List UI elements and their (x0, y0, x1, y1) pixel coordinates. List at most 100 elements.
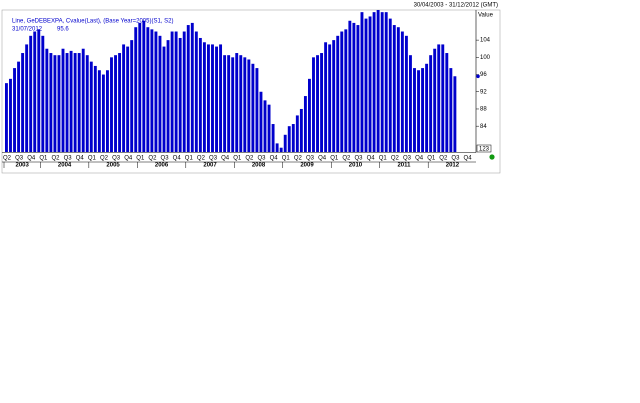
y-tick-label: 92 (480, 89, 487, 95)
bar (328, 44, 332, 153)
x-tick-label: Q4 (76, 156, 85, 162)
bar (388, 18, 392, 152)
last-value-marker (476, 74, 480, 79)
x-tick-label: Q1 (330, 156, 339, 162)
bar (303, 96, 307, 152)
x-tick-label: Q2 (439, 156, 448, 162)
bar (194, 31, 198, 152)
bar (53, 55, 57, 152)
bar (41, 35, 45, 153)
bar (150, 29, 154, 153)
bar (295, 115, 299, 152)
bar (344, 29, 348, 153)
bar (275, 143, 279, 152)
bar (138, 22, 142, 153)
x-tick-label: Q1 (88, 156, 97, 162)
bar (340, 31, 344, 152)
x-tick-label: Q2 (197, 156, 206, 162)
bar (25, 44, 29, 153)
bar (122, 44, 126, 153)
bar (9, 78, 12, 152)
bar (376, 10, 380, 152)
x-tick-label: Q1 (233, 156, 242, 162)
bar (267, 104, 271, 152)
x-tick-label: Q4 (221, 156, 230, 162)
bar (380, 12, 384, 152)
year-label: 2006 (155, 163, 169, 169)
x-tick-label: Q1 (379, 156, 388, 162)
bar (445, 53, 449, 152)
bar (13, 68, 16, 152)
x-tick-label: Q2 (342, 156, 351, 162)
bar (93, 65, 97, 152)
year-label: 2007 (203, 163, 217, 169)
bar (146, 27, 150, 153)
bar (114, 55, 117, 152)
bar (231, 57, 235, 153)
bar (118, 53, 122, 152)
bar (101, 74, 105, 152)
bar (178, 37, 182, 152)
bar (190, 22, 194, 153)
legend-text: Line, GeDEBEXPA, Cvalue(Last), (Base Yea… (12, 19, 173, 25)
bar (247, 59, 251, 152)
x-tick-label: Q4 (124, 156, 133, 162)
x-tick-label: Q3 (64, 156, 73, 162)
bar (186, 25, 190, 152)
bar (243, 57, 247, 153)
bar (453, 76, 457, 152)
x-tick-label: Q4 (415, 156, 424, 162)
x-tick-label: Q3 (15, 156, 24, 162)
bar (33, 31, 37, 152)
bar (73, 53, 77, 152)
bar (211, 44, 214, 153)
bar (449, 68, 453, 152)
bar (5, 83, 8, 152)
bar (299, 108, 303, 152)
x-tick-label: Q2 (294, 156, 303, 162)
bar (251, 63, 255, 152)
bar (198, 37, 202, 152)
bar (227, 55, 231, 152)
bar (106, 70, 109, 152)
bar (283, 134, 287, 152)
x-tick-label: Q1 (39, 156, 48, 162)
bar (158, 35, 162, 153)
x-tick-label: Q4 (173, 156, 182, 162)
bar (162, 46, 166, 152)
bar (400, 31, 404, 152)
bar (21, 53, 25, 152)
bar (49, 53, 53, 152)
x-tick-label: Q1 (136, 156, 145, 162)
bar (215, 46, 218, 152)
bar (110, 57, 113, 153)
y-tick-label: 96 (480, 72, 487, 78)
bar (356, 25, 360, 152)
year-label: 2011 (397, 163, 411, 169)
bar (396, 27, 400, 153)
y-tick-label: 104 (480, 38, 491, 44)
x-tick-label: Q4 (27, 156, 36, 162)
bar (332, 40, 336, 152)
year-label: 2003 (16, 163, 30, 169)
bar (130, 40, 134, 152)
bar (271, 124, 275, 152)
bar (417, 70, 420, 152)
x-tick-label: Q2 (148, 156, 157, 162)
bar (182, 31, 186, 152)
bar (255, 68, 259, 152)
bar (425, 63, 429, 152)
year-label: 2010 (349, 163, 363, 169)
year-label: 2012 (446, 163, 460, 169)
bar (384, 12, 388, 152)
bar (360, 12, 364, 152)
bar (239, 55, 243, 152)
x-tick-label: Q3 (112, 156, 121, 162)
bar (17, 61, 21, 152)
x-tick-label: Q4 (270, 156, 279, 162)
x-tick-label: Q4 (367, 156, 376, 162)
bar (316, 55, 319, 152)
x-tick-label: Q3 (258, 156, 267, 162)
bar (372, 12, 376, 152)
